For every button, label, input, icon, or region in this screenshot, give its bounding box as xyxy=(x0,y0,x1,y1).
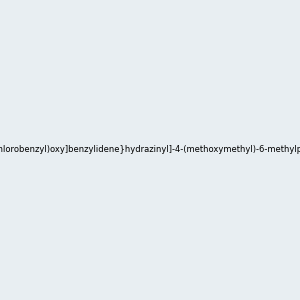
Text: 2-[(2E)-2-{2-[(2,4-dichlorobenzyl)oxy]benzylidene}hydrazinyl]-4-(methoxymethyl)-: 2-[(2E)-2-{2-[(2,4-dichlorobenzyl)oxy]be… xyxy=(0,146,300,154)
